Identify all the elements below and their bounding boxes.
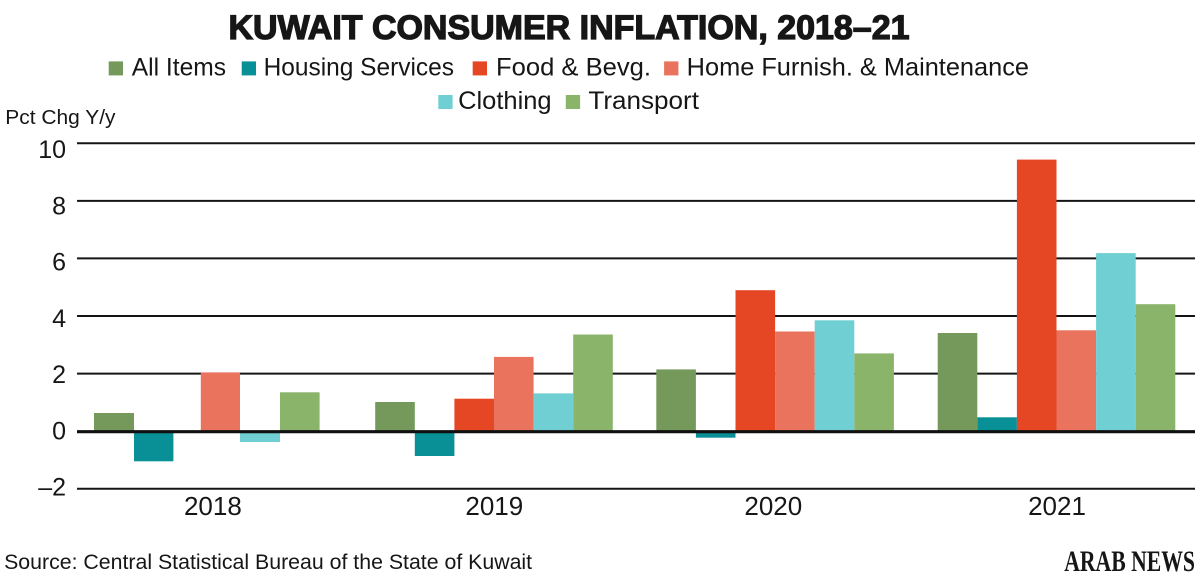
svg-text:2019: 2019 (465, 491, 523, 521)
svg-text:2: 2 (52, 361, 66, 389)
svg-text:Home Furnish. & Maintenance: Home Furnish. & Maintenance (687, 53, 1029, 81)
svg-text:Source: Central Statistical Bu: Source: Central Statistical Bureau of th… (4, 551, 532, 574)
svg-text:Pct Chg Y/y: Pct Chg Y/y (5, 107, 115, 129)
svg-text:10: 10 (38, 136, 66, 164)
svg-text:2020: 2020 (744, 491, 802, 521)
svg-text:Food & Bevg.: Food & Bevg. (496, 53, 651, 81)
svg-text:KUWAIT CONSUMER INFLATION, 201: KUWAIT CONSUMER INFLATION, 2018–21 (229, 9, 910, 47)
svg-text:8: 8 (52, 193, 66, 221)
svg-text:2018: 2018 (184, 491, 242, 521)
svg-text:4: 4 (52, 305, 66, 333)
svg-text:–2: –2 (38, 474, 66, 502)
svg-text:0: 0 (52, 418, 66, 446)
svg-text:All Items: All Items (132, 53, 226, 81)
svg-text:2021: 2021 (1028, 491, 1086, 521)
svg-text:6: 6 (52, 249, 66, 277)
svg-text:ARAB NEWS: ARAB NEWS (1064, 546, 1195, 578)
svg-text:Housing Services: Housing Services (264, 53, 454, 81)
svg-text:Clothing: Clothing (458, 87, 551, 115)
svg-text:Transport: Transport (588, 87, 699, 115)
